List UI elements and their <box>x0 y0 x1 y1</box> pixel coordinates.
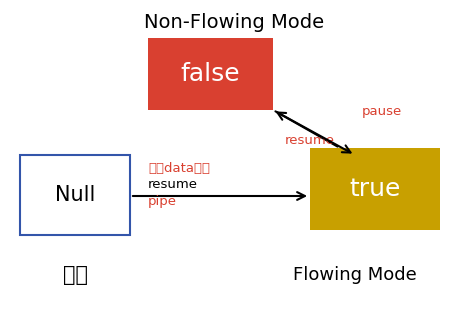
Text: Flowing Mode: Flowing Mode <box>293 266 417 284</box>
Text: resume: resume <box>285 133 335 146</box>
Bar <box>20 155 130 235</box>
Text: 初始: 初始 <box>63 265 88 285</box>
Text: Non-Flowing Mode: Non-Flowing Mode <box>144 12 324 32</box>
Bar <box>148 38 273 110</box>
Text: false: false <box>181 62 240 86</box>
Bar <box>310 148 440 230</box>
Text: pause: pause <box>362 105 402 118</box>
Text: true: true <box>349 177 401 201</box>
Text: 监听data事件: 监听data事件 <box>148 162 210 175</box>
Text: pipe: pipe <box>148 196 177 209</box>
Text: resume: resume <box>148 179 198 192</box>
Text: Null: Null <box>55 185 95 205</box>
